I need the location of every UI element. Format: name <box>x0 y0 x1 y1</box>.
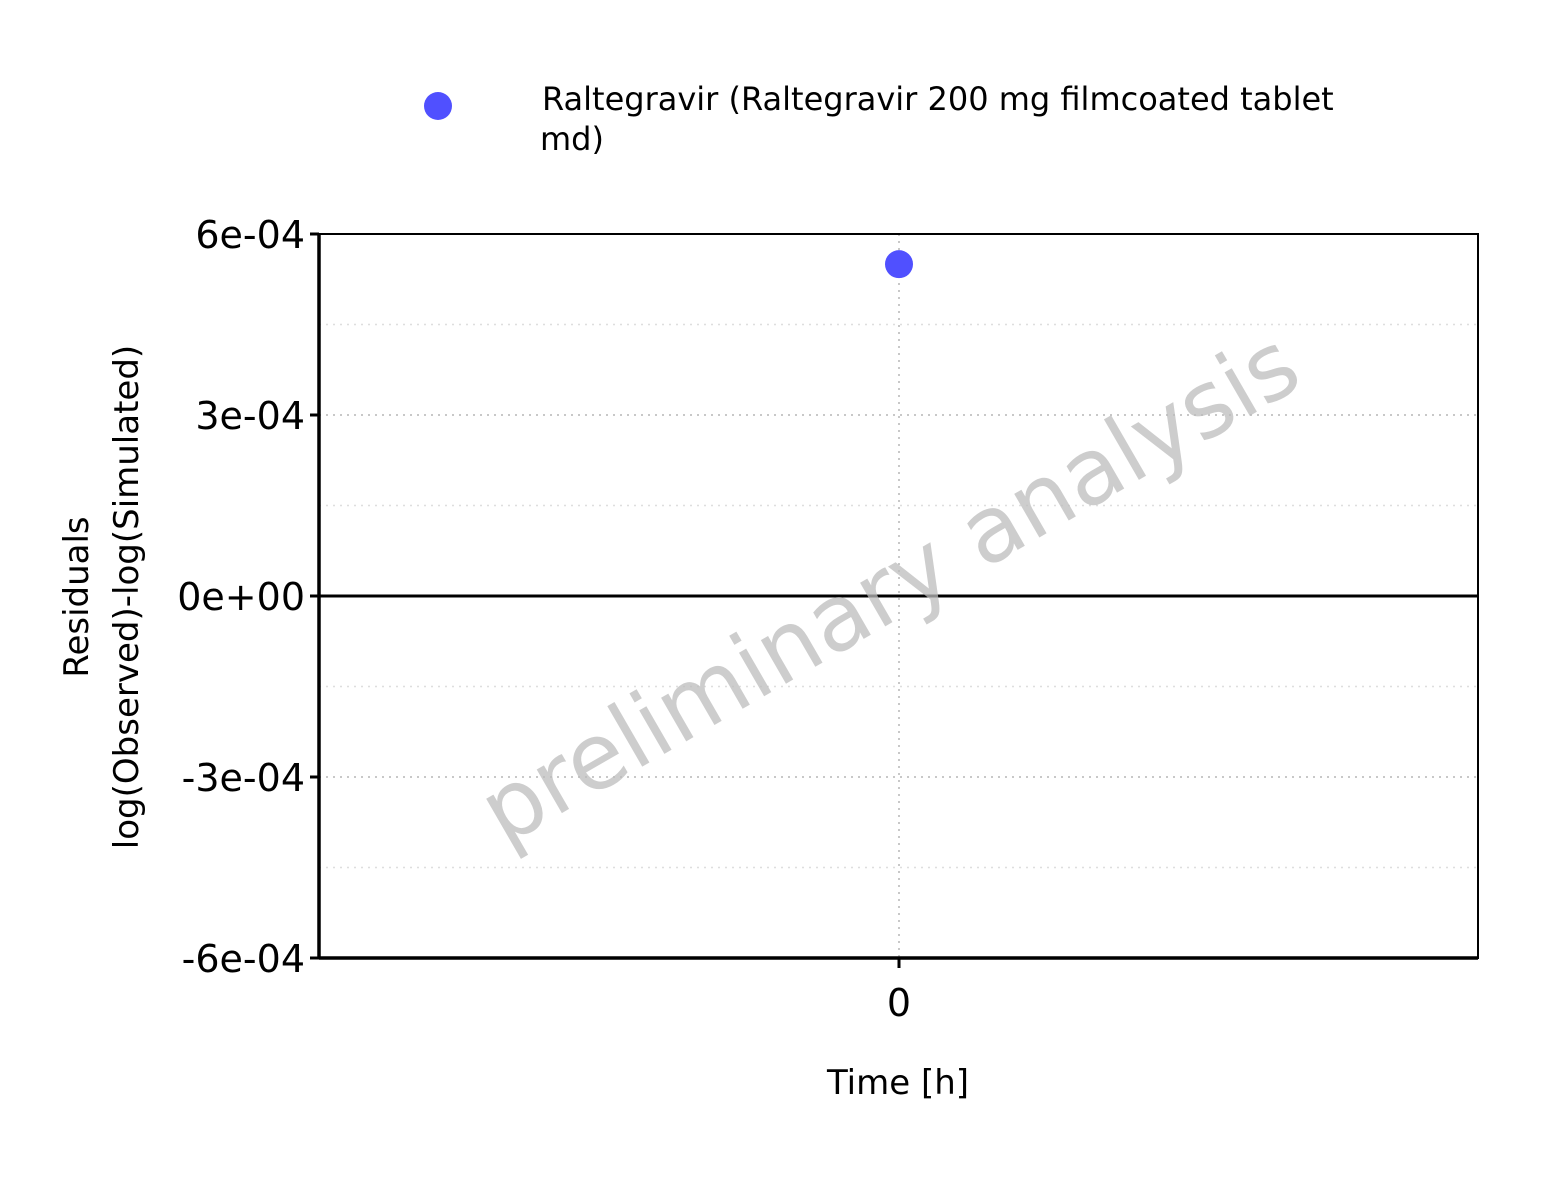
legend-marker <box>424 92 452 120</box>
legend: Raltegravir (Raltegravir 200 mg filmcoat… <box>424 80 1334 158</box>
y-axis-title: Residuals log(Observed)-log(Simulated) <box>57 345 147 849</box>
grid-lines <box>319 233 1478 959</box>
legend-label-line-1: Raltegravir (Raltegravir 200 mg filmcoat… <box>542 80 1334 118</box>
y-tick-label: -6e-04 <box>182 937 305 981</box>
x-axis: 0 <box>887 958 911 1025</box>
y-tick-label: 6e-04 <box>195 213 305 257</box>
data-points <box>885 250 913 279</box>
y-tick-label: 0e+00 <box>177 575 305 619</box>
x-axis-title: Time [h] <box>826 1063 969 1103</box>
y-axis: 6e-04 3e-04 0e+00 -3e-04 -6e-04 <box>177 213 319 981</box>
legend-label-line-2: md) <box>540 120 604 158</box>
x-tick-label: 0 <box>887 981 911 1025</box>
y-tick-label: -3e-04 <box>182 756 305 800</box>
watermark-text: preliminary analysis <box>462 310 1317 866</box>
data-point <box>885 250 913 279</box>
y-axis-title-line-2: log(Observed)-log(Simulated) <box>107 345 147 849</box>
y-tick-label: 3e-04 <box>195 394 305 438</box>
y-axis-title-line-1: Residuals <box>57 516 97 677</box>
watermark: preliminary analysis <box>462 310 1317 866</box>
